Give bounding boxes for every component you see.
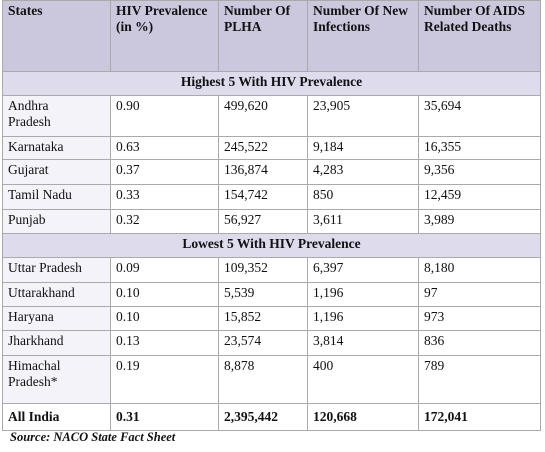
value-cell: 5,539 — [218, 282, 308, 307]
source-note: Source: NACO State Fact Sheet — [10, 430, 176, 444]
total-cell: 0.31 — [110, 403, 219, 431]
state-cell: Haryana — [2, 306, 111, 331]
value-cell: 0.32 — [110, 209, 219, 234]
data-row: Uttar Pradesh 0.09 109,352 6,397 8,180 — [2, 257, 541, 283]
value-cell: 16,355 — [418, 136, 541, 160]
value-cell: 0.09 — [110, 257, 219, 283]
value-cell: 0.10 — [110, 282, 219, 307]
table-wrap: States HIV Prevalence (in %) Number Of PLH… — [2, 0, 541, 431]
header-cell: Number Of New Infections — [307, 0, 419, 72]
data-row: Punjab 0.32 56,927 3,611 3,989 — [2, 209, 541, 234]
value-cell: 8,878 — [218, 355, 308, 404]
value-cell: 23,574 — [218, 330, 308, 356]
value-cell: 6,397 — [307, 257, 419, 283]
value-cell: 154,742 — [218, 184, 308, 210]
total-cell: 120,668 — [307, 403, 419, 431]
header-row: States HIV Prevalence (in %) Number Of PLH… — [2, 0, 541, 72]
value-cell: 4,283 — [307, 159, 419, 185]
data-row: Uttarakhand 0.10 5,539 1,196 97 — [2, 282, 541, 307]
value-cell: 850 — [307, 184, 419, 210]
state-cell: Karnataka — [2, 136, 111, 160]
state-cell: Punjab — [2, 209, 111, 234]
state-cell: Gujarat — [2, 159, 111, 185]
total-cell: 172,041 — [418, 403, 541, 431]
value-cell: 23,905 — [307, 95, 419, 137]
value-cell: 8,180 — [418, 257, 541, 283]
value-cell: 499,620 — [218, 95, 308, 137]
total-cell: 2,395,442 — [218, 403, 308, 431]
value-cell: 973 — [418, 306, 541, 331]
section-row: Lowest 5 With HIV Prevalence — [2, 233, 541, 258]
header-cell: Number Of AIDS Related Deaths — [418, 0, 541, 72]
total-row: All India 0.31 2,395,442 120,668 172,041 — [2, 403, 541, 431]
state-cell: Uttar Pradesh — [2, 257, 111, 283]
data-row: Jharkhand 0.13 23,574 3,814 836 — [2, 330, 541, 356]
value-cell: 1,196 — [307, 282, 419, 307]
value-cell: 245,522 — [218, 136, 308, 160]
value-cell: 15,852 — [218, 306, 308, 331]
total-cell: All India — [2, 403, 111, 431]
data-row: Gujarat 0.37 136,874 4,283 9,356 — [2, 159, 541, 185]
state-cell: Uttarakhand — [2, 282, 111, 307]
state-cell: Andhra Pradesh — [2, 95, 111, 137]
value-cell: 0.90 — [110, 95, 219, 137]
section-row: Highest 5 With HIV Prevalence — [2, 71, 541, 96]
value-cell: 1,196 — [307, 306, 419, 331]
value-cell: 3,989 — [418, 209, 541, 234]
state-cell: Tamil Nadu — [2, 184, 111, 210]
value-cell: 789 — [418, 355, 541, 404]
data-row: Himachal Pradesh* 0.19 8,878 400 789 — [2, 355, 541, 404]
value-cell: 0.10 — [110, 306, 219, 331]
header-cell: HIV Prevalence (in %) — [110, 0, 219, 72]
value-cell: 400 — [307, 355, 419, 404]
value-cell: 9,356 — [418, 159, 541, 185]
data-row: Andhra Pradesh 0.90 499,620 23,905 35,694 — [2, 95, 541, 137]
hiv-table: States HIV Prevalence (in %) Number Of PLH… — [2, 0, 541, 431]
section-title: Highest 5 With HIV Prevalence — [2, 71, 541, 96]
value-cell: 35,694 — [418, 95, 541, 137]
section-title: Lowest 5 With HIV Prevalence — [2, 233, 541, 258]
state-cell: Himachal Pradesh* — [2, 355, 111, 404]
value-cell: 3,814 — [307, 330, 419, 356]
value-cell: 3,611 — [307, 209, 419, 234]
value-cell: 56,927 — [218, 209, 308, 234]
value-cell: 109,352 — [218, 257, 308, 283]
value-cell: 0.19 — [110, 355, 219, 404]
value-cell: 0.13 — [110, 330, 219, 356]
value-cell: 9,184 — [307, 136, 419, 160]
value-cell: 97 — [418, 282, 541, 307]
value-cell: 0.33 — [110, 184, 219, 210]
value-cell: 12,459 — [418, 184, 541, 210]
header-cell: Number Of PLHA — [218, 0, 308, 72]
value-cell: 0.63 — [110, 136, 219, 160]
header-cell: States — [2, 0, 111, 72]
value-cell: 136,874 — [218, 159, 308, 185]
data-row: Haryana 0.10 15,852 1,196 973 — [2, 306, 541, 331]
value-cell: 836 — [418, 330, 541, 356]
value-cell: 0.37 — [110, 159, 219, 185]
data-row: Karnataka 0.63 245,522 9,184 16,355 — [2, 136, 541, 160]
data-row: Tamil Nadu 0.33 154,742 850 12,459 — [2, 184, 541, 210]
state-cell: Jharkhand — [2, 330, 111, 356]
